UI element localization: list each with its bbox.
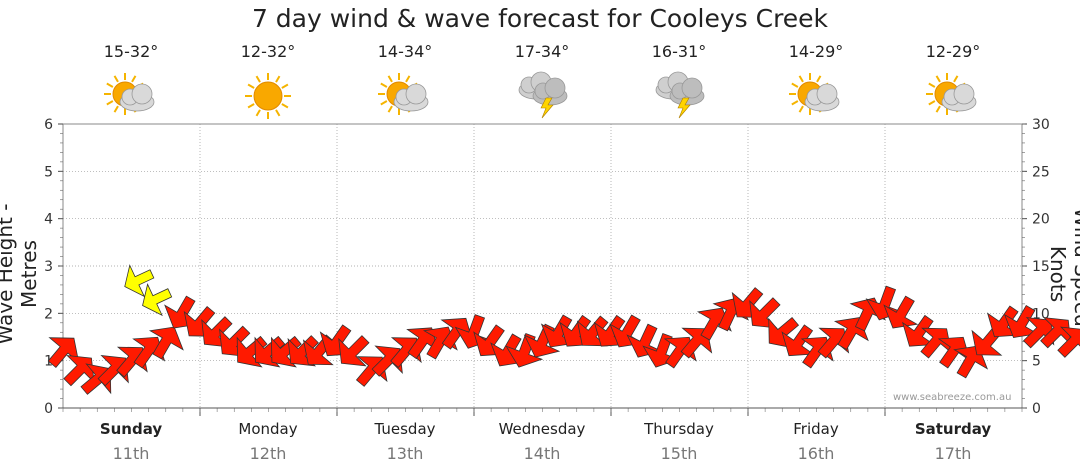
left-tick-label: 3 xyxy=(44,259,53,275)
x-date-label: 15th xyxy=(660,444,698,463)
right-tick-label: 20 xyxy=(1032,212,1050,228)
wind-arrow xyxy=(338,335,370,367)
temp-range: 14-34° xyxy=(377,42,433,61)
partly-cloudy-icon xyxy=(377,70,433,122)
wind-arrow xyxy=(371,345,403,377)
sunny-icon xyxy=(240,70,296,122)
wind-arrow xyxy=(1057,326,1080,358)
temp-range: 14-29° xyxy=(788,42,844,61)
temp-range: 15-32° xyxy=(103,42,159,61)
x-date-label: 16th xyxy=(797,444,835,463)
x-date-label: 12th xyxy=(249,444,287,463)
wind-arrow xyxy=(696,307,732,341)
partly-cloudy-icon xyxy=(103,70,159,122)
x-day-label: Wednesday xyxy=(498,420,586,438)
partly-cloudy-icon xyxy=(925,70,981,122)
partly-cloudy-icon xyxy=(788,70,844,122)
left-tick-label: 0 xyxy=(44,401,53,417)
right-tick-label: 25 xyxy=(1032,164,1050,180)
right-tick-label: 0 xyxy=(1032,401,1041,417)
x-day-label: Friday xyxy=(793,420,839,438)
left-tick-label: 5 xyxy=(44,164,53,180)
wind-arrow xyxy=(148,326,184,360)
wind-arrow xyxy=(817,327,850,359)
x-day-label: Thursday xyxy=(644,420,714,438)
temp-range: 12-32° xyxy=(240,42,296,61)
x-date-label: 17th xyxy=(934,444,972,463)
wind-arrow xyxy=(254,335,286,368)
x-day-label: Tuesday xyxy=(374,420,436,438)
wind-arrow xyxy=(97,354,129,387)
wave-arrow xyxy=(142,283,173,317)
x-day-label: Sunday xyxy=(99,420,163,438)
chart-title: 7 day wind & wave forecast for Cooleys C… xyxy=(251,4,829,33)
x-date-label: 13th xyxy=(386,444,424,463)
x-date-label: 11th xyxy=(112,444,150,463)
temp-range: 16-31° xyxy=(651,42,707,61)
left-tick-label: 4 xyxy=(44,212,53,228)
temp-range: 12-29° xyxy=(925,42,981,61)
wind-arrow xyxy=(132,336,166,369)
thunderstorm-icon xyxy=(514,70,570,122)
plot-frame xyxy=(62,123,1023,409)
x-day-label: Monday xyxy=(238,420,298,438)
wind-arrow xyxy=(80,363,112,395)
right-tick-label: 15 xyxy=(1032,259,1050,275)
wind-arrow xyxy=(883,295,919,329)
thunderstorm-icon xyxy=(651,70,707,122)
left-tick-label: 6 xyxy=(44,117,53,133)
right-tick-label: 5 xyxy=(1032,354,1041,370)
credit-text: www.seabreeze.com.au xyxy=(893,392,1012,403)
temp-range: 17-34° xyxy=(514,42,570,61)
wave-arrow xyxy=(124,264,155,298)
x-day-label: Saturday xyxy=(914,420,992,438)
left-tick-label: 2 xyxy=(44,306,53,322)
right-tick-label: 30 xyxy=(1032,117,1050,133)
x-date-label: 14th xyxy=(523,444,561,463)
